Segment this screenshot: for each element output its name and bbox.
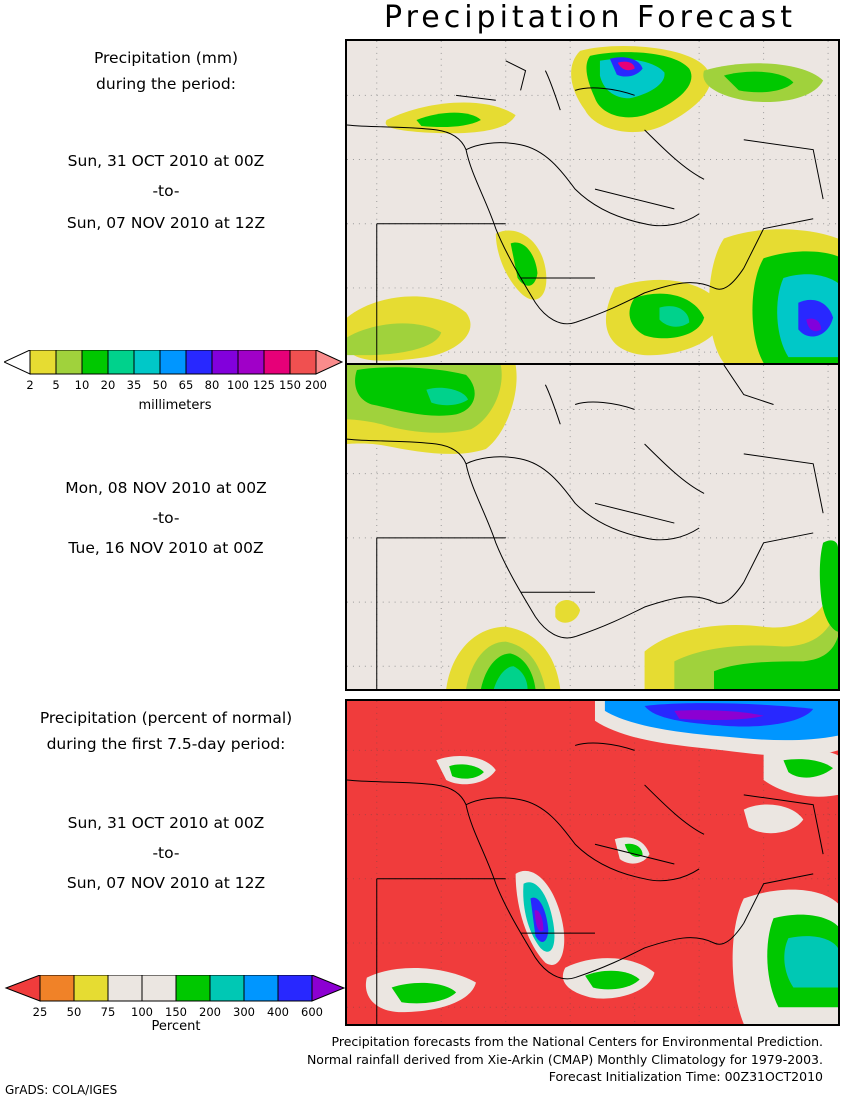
colorbar-mm-swatch-3 (81, 349, 109, 375)
colorbar-mm-label: 20 (100, 378, 116, 392)
colorbar-pct-high-arrow (311, 974, 346, 1002)
colorbar-mm-high-arrow (315, 349, 344, 375)
grads-footer: GrADS: COLA/IGES (5, 1083, 118, 1097)
map-percent-graphic (347, 701, 838, 1024)
colorbar-mm-swatch-9 (237, 349, 265, 375)
page-title: Precipitation Forecast (384, 0, 796, 35)
map-week2-graphic (347, 365, 838, 689)
colorbar-mm-label: 35 (126, 378, 142, 392)
map-panel-percent-normal (345, 699, 840, 1026)
credit-line-init-time: Forecast Initialization Time: 00Z31OCT20… (548, 1069, 823, 1084)
precip-fields (347, 45, 838, 363)
colorbar-mm-label: 80 (204, 378, 220, 392)
panel1-end-date: Sun, 07 NOV 2010 at 12Z (66, 214, 266, 232)
coastlines-borders (347, 60, 824, 363)
colorbar-mm-label: 125 (253, 378, 275, 392)
map-week1-graphic (347, 41, 838, 363)
panel3-start-date: Sun, 31 OCT 2010 at 00Z (67, 814, 265, 832)
panel2-start-date: Mon, 08 NOV 2010 at 00Z (65, 479, 267, 497)
colorbar-mm-low-arrow (2, 349, 31, 375)
colorbar-pct-swatch-7 (243, 974, 279, 1002)
colorbar-pct-label: 300 (233, 1005, 255, 1019)
panel1-heading-line1: Precipitation (mm) (93, 49, 239, 67)
colorbar-millimeters: 2 5 10 20 35 50 65 80 100 125 150 200 mi… (2, 349, 344, 420)
panel1-separator: -to- (152, 182, 180, 200)
percent-fields (365, 701, 838, 1024)
colorbar-mm-swatch-8 (211, 349, 239, 375)
colorbar-pct-swatch-4 (141, 974, 177, 1002)
colorbar-mm-label: 65 (178, 378, 194, 392)
panel1-start-date: Sun, 31 OCT 2010 at 00Z (67, 152, 265, 170)
colorbar-mm-swatch-10 (263, 349, 291, 375)
panel3-heading-line2: during the first 7.5-day period: (46, 735, 286, 753)
colorbar-pct-label: 25 (32, 1005, 48, 1019)
colorbar-pct-swatch-2 (73, 974, 109, 1002)
colorbar-mm-label: 2 (26, 378, 34, 392)
colorbar-mm-label: 5 (52, 378, 60, 392)
colorbar-pct-swatches (4, 974, 346, 1002)
colorbar-mm-label: 100 (227, 378, 249, 392)
colorbar-pct-title: Percent (151, 1019, 201, 1034)
colorbar-mm-label: 50 (152, 378, 168, 392)
panel2-separator: -to- (152, 509, 180, 527)
colorbar-mm-swatch-4 (107, 349, 135, 375)
colorbar-mm-swatch-6 (159, 349, 187, 375)
coastlines-borders (347, 365, 824, 689)
colorbar-mm-label: 200 (305, 378, 327, 392)
panel3-separator: -to- (152, 844, 180, 862)
colorbar-mm-swatch-2 (55, 349, 83, 375)
colorbar-pct-swatch-5 (175, 974, 211, 1002)
colorbar-mm-label: 10 (74, 378, 90, 392)
colorbar-mm-swatches (2, 349, 344, 375)
colorbar-pct-swatch-3 (107, 974, 143, 1002)
colorbar-pct-swatch-1 (39, 974, 75, 1002)
panel1-heading-line2: during the period: (96, 75, 236, 93)
precip-fields (347, 365, 838, 689)
colorbar-pct-low-arrow (4, 974, 41, 1002)
credit-line-climatology: Normal rainfall derived from Xie-Arkin (… (306, 1051, 823, 1067)
colorbar-pct-label: 75 (100, 1005, 116, 1019)
colorbar-pct-label: 50 (66, 1005, 82, 1019)
colorbar-mm-label: 150 (279, 378, 301, 392)
colorbar-mm-swatch-1 (29, 349, 57, 375)
panel3-heading-line1: Precipitation (percent of normal) (39, 709, 293, 727)
map-panel-week1-precip (345, 39, 840, 365)
colorbar-mm-swatch-11 (289, 349, 317, 375)
map-panel-week2-precip (345, 363, 840, 691)
colorbar-pct-swatch-8 (277, 974, 313, 1002)
panel3-end-date: Sun, 07 NOV 2010 at 12Z (66, 874, 266, 892)
colorbar-pct-label: 400 (267, 1005, 289, 1019)
colorbar-pct-label: 150 (165, 1005, 187, 1019)
colorbar-mm-swatch-5 (133, 349, 161, 375)
colorbar-pct-label: 200 (199, 1005, 221, 1019)
credits-block: Precipitation forecasts from the Nationa… (307, 1033, 823, 1086)
coastlines-borders (347, 742, 824, 1024)
colorbar-mm-swatch-7 (185, 349, 213, 375)
colorbar-pct-swatch-6 (209, 974, 245, 1002)
colorbar-pct-label: 600 (301, 1005, 323, 1019)
panel2-end-date: Tue, 16 NOV 2010 at 00Z (68, 539, 264, 557)
credit-line-ncep: Precipitation forecasts from the Nationa… (331, 1034, 823, 1049)
colorbar-mm-title: millimeters (138, 398, 212, 413)
colorbar-percent: 25 50 75 100 150 200 300 400 600 Percent (4, 974, 346, 1035)
colorbar-pct-label: 100 (131, 1005, 153, 1019)
